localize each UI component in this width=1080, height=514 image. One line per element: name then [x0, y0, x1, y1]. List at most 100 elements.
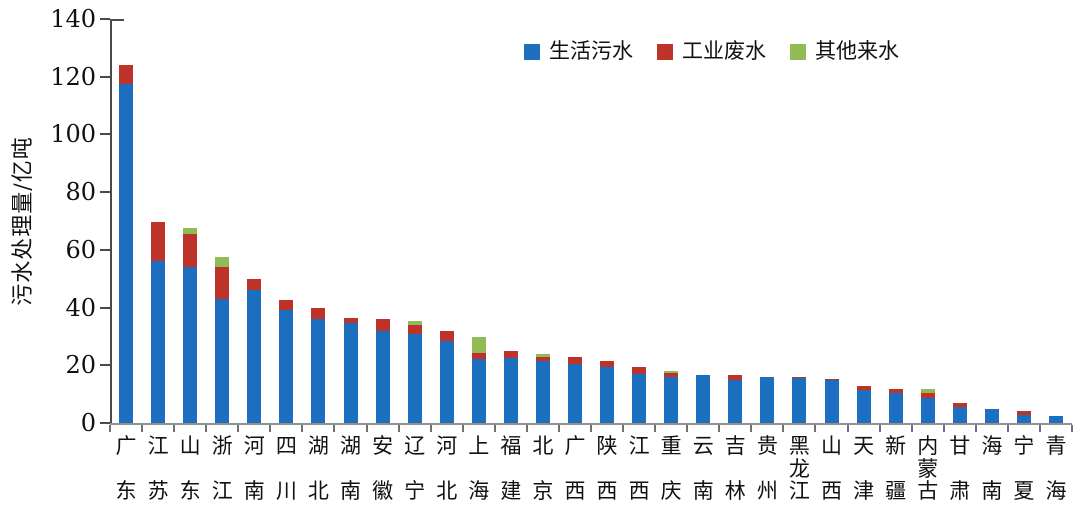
x-label-char: 河: [436, 434, 458, 458]
y-tick: [100, 422, 110, 424]
x-label-char: 津: [853, 479, 875, 503]
x-label-23: 山西: [819, 436, 845, 502]
bar-segment-industrial-wastewater: [407, 324, 422, 334]
x-label-4: 浙江: [209, 436, 235, 502]
x-label-26: 内蒙古: [915, 436, 941, 502]
bar-segment-industrial-wastewater: [888, 389, 903, 393]
bar-segment-domestic-sewage: [503, 358, 518, 423]
x-tick: [718, 425, 721, 432]
x-label-char: 蒙: [917, 456, 939, 481]
x-label-11: 河北: [434, 436, 460, 502]
x-label-20: 吉林: [722, 436, 748, 502]
x-label-3: 山东: [177, 436, 203, 502]
bar-segment-other-inflow: [407, 320, 422, 325]
bar-segment-domestic-sewage: [760, 376, 775, 423]
x-label-1: 广东: [113, 436, 139, 502]
x-label-30: 青海: [1043, 436, 1069, 502]
x-label-char: 青: [1045, 434, 1067, 458]
x-label-10: 辽宁: [402, 436, 428, 502]
y-tick-label: 100: [50, 120, 96, 149]
bar-segment-industrial-wastewater: [824, 378, 839, 381]
legend-item-industrial-wastewater: 工业废水: [657, 41, 766, 62]
x-label-char: 南: [243, 479, 265, 503]
bar-segment-domestic-sewage: [664, 376, 679, 423]
x-tick: [397, 425, 400, 432]
x-label-18: 重庆: [658, 436, 684, 502]
x-label-char: 湖: [340, 434, 361, 458]
x-label-char: 京: [532, 479, 554, 503]
bar-segment-domestic-sewage: [888, 392, 903, 423]
bar-segment-industrial-wastewater: [151, 222, 166, 262]
bar-segment-domestic-sewage: [1016, 414, 1031, 423]
bar-segment-domestic-sewage: [920, 398, 935, 423]
x-label-char: 湖: [307, 434, 329, 458]
x-label-char: 山: [179, 434, 201, 458]
bar-segment-domestic-sewage: [535, 360, 550, 423]
bar-segment-industrial-wastewater: [503, 350, 518, 359]
bar-segment-industrial-wastewater: [728, 375, 743, 380]
y-tick: [100, 133, 110, 136]
bar-segment-other-inflow: [471, 337, 486, 354]
y-tick-label: 120: [50, 62, 96, 91]
x-tick: [750, 425, 753, 432]
x-axis-line: [110, 423, 1072, 425]
x-label-char: 吉: [724, 434, 746, 458]
bar-segment-other-inflow: [535, 353, 550, 357]
bar-segment-industrial-wastewater: [535, 356, 550, 361]
legend-label-other-inflow: 其他来水: [815, 39, 899, 63]
x-label-21: 贵州: [754, 436, 780, 502]
bar-segment-domestic-sewage: [375, 330, 390, 423]
bar-segment-domestic-sewage: [984, 408, 999, 423]
y-tick-label: 140: [50, 5, 96, 33]
x-label-char: 夏: [1013, 479, 1035, 503]
x-label-22: 黑龙江: [786, 436, 812, 502]
x-label-9: 安徽: [370, 436, 396, 502]
y-axis-title: 污水处理量/亿吨: [11, 136, 36, 306]
bar-segment-industrial-wastewater: [1016, 411, 1031, 415]
x-tick: [782, 425, 785, 432]
x-tick: [205, 425, 208, 432]
x-label-char: 南: [340, 479, 361, 503]
x-label-char: 天: [853, 434, 875, 458]
x-tick: [622, 425, 625, 432]
y-tick-label: 40: [65, 293, 96, 322]
x-tick: [525, 425, 528, 432]
x-label-2: 江苏: [145, 436, 171, 502]
bar-segment-domestic-sewage: [1048, 416, 1063, 423]
bar-segment-industrial-wastewater: [343, 317, 358, 324]
y-tick-label: 60: [65, 235, 96, 264]
bar-segment-industrial-wastewater: [856, 386, 871, 390]
bar-segment-industrial-wastewater: [471, 353, 486, 359]
x-tick: [237, 425, 240, 432]
bar-segment-domestic-sewage: [824, 380, 839, 423]
bar-segment-domestic-sewage: [279, 310, 294, 423]
bar-segment-industrial-wastewater: [632, 366, 647, 374]
bar-segment-domestic-sewage: [151, 261, 166, 423]
x-label-13: 福建: [498, 436, 524, 502]
x-tick: [1071, 425, 1073, 432]
bar-segment-industrial-wastewater: [600, 360, 615, 367]
x-tick: [910, 425, 913, 432]
y-tick-label: 20: [65, 351, 96, 380]
bar-segment-other-inflow: [664, 370, 679, 374]
x-label-16: 陕西: [594, 436, 620, 502]
x-label-char: 上: [468, 434, 490, 458]
bar-segment-industrial-wastewater: [567, 356, 582, 364]
x-label-27: 甘肃: [947, 436, 973, 502]
x-label-17: 江西: [626, 436, 652, 502]
x-tick: [141, 425, 144, 432]
x-label-char: 宁: [1013, 434, 1035, 458]
x-label-12: 上海: [466, 436, 492, 502]
bar-segment-domestic-sewage: [343, 323, 358, 423]
bar-segment-domestic-sewage: [247, 290, 262, 423]
y-axis-line: [110, 19, 112, 423]
x-tick: [333, 425, 336, 432]
x-tick: [878, 425, 881, 432]
x-tick: [429, 425, 432, 432]
bar-segment-domestic-sewage: [728, 379, 743, 423]
x-label-char: 新: [885, 434, 907, 458]
legend-label-domestic-sewage: 生活污水: [549, 39, 633, 63]
bar-segment-industrial-wastewater: [952, 403, 967, 407]
x-tick: [654, 425, 657, 432]
